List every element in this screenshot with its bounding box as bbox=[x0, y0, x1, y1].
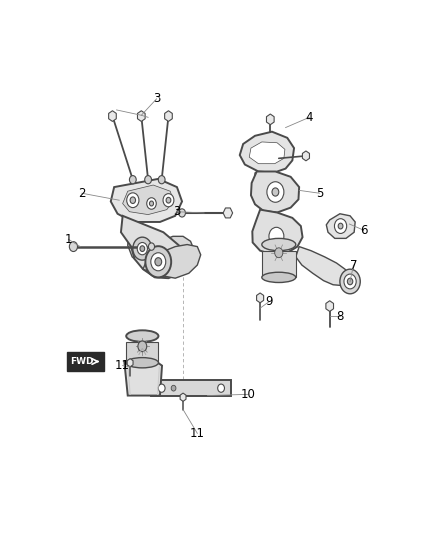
Circle shape bbox=[137, 243, 148, 255]
Polygon shape bbox=[240, 132, 294, 173]
Polygon shape bbox=[326, 214, 355, 238]
Circle shape bbox=[149, 201, 154, 206]
Polygon shape bbox=[326, 301, 333, 311]
Circle shape bbox=[344, 274, 356, 289]
Circle shape bbox=[130, 175, 136, 184]
Circle shape bbox=[269, 227, 284, 245]
Text: 6: 6 bbox=[360, 224, 367, 237]
Polygon shape bbox=[266, 114, 274, 125]
Circle shape bbox=[163, 193, 174, 207]
Polygon shape bbox=[127, 359, 133, 367]
Polygon shape bbox=[302, 151, 310, 161]
Text: 5: 5 bbox=[316, 187, 323, 200]
Circle shape bbox=[272, 188, 279, 196]
Polygon shape bbox=[128, 222, 158, 263]
Circle shape bbox=[335, 219, 346, 233]
Polygon shape bbox=[126, 342, 159, 363]
Polygon shape bbox=[180, 393, 186, 401]
Polygon shape bbox=[251, 172, 299, 213]
Text: 8: 8 bbox=[336, 310, 343, 323]
Ellipse shape bbox=[262, 238, 296, 251]
Circle shape bbox=[218, 384, 225, 392]
Circle shape bbox=[145, 246, 171, 277]
Text: 3: 3 bbox=[153, 92, 160, 106]
Polygon shape bbox=[143, 245, 201, 278]
Text: 11: 11 bbox=[115, 359, 130, 372]
Polygon shape bbox=[123, 185, 173, 215]
Polygon shape bbox=[109, 111, 116, 122]
Text: 11: 11 bbox=[190, 427, 205, 440]
Text: 1: 1 bbox=[64, 233, 72, 246]
Ellipse shape bbox=[126, 330, 159, 342]
Circle shape bbox=[147, 198, 156, 209]
Ellipse shape bbox=[262, 272, 296, 282]
Polygon shape bbox=[262, 251, 296, 277]
Circle shape bbox=[179, 209, 185, 217]
Circle shape bbox=[69, 241, 78, 252]
Polygon shape bbox=[124, 359, 162, 395]
Polygon shape bbox=[296, 247, 350, 286]
Text: 7: 7 bbox=[350, 259, 357, 271]
Text: 3: 3 bbox=[173, 205, 180, 218]
Circle shape bbox=[158, 384, 165, 392]
Polygon shape bbox=[255, 173, 279, 189]
Text: 2: 2 bbox=[78, 187, 86, 200]
Circle shape bbox=[347, 278, 353, 285]
Circle shape bbox=[166, 197, 171, 203]
Circle shape bbox=[275, 248, 283, 257]
Polygon shape bbox=[111, 179, 182, 222]
Polygon shape bbox=[165, 111, 172, 122]
Circle shape bbox=[267, 182, 284, 202]
Polygon shape bbox=[223, 208, 233, 218]
FancyBboxPatch shape bbox=[67, 352, 104, 370]
Polygon shape bbox=[249, 142, 285, 164]
Polygon shape bbox=[152, 380, 231, 397]
Circle shape bbox=[158, 175, 165, 184]
Circle shape bbox=[171, 385, 176, 391]
Polygon shape bbox=[141, 236, 194, 271]
Text: FWD: FWD bbox=[70, 357, 94, 366]
Circle shape bbox=[151, 253, 166, 271]
Circle shape bbox=[340, 269, 360, 294]
Circle shape bbox=[138, 341, 147, 352]
Text: 10: 10 bbox=[241, 388, 256, 401]
Polygon shape bbox=[252, 209, 303, 255]
Circle shape bbox=[338, 223, 343, 229]
Circle shape bbox=[140, 246, 145, 252]
Text: 9: 9 bbox=[265, 295, 272, 309]
Polygon shape bbox=[121, 216, 187, 278]
Text: 4: 4 bbox=[306, 111, 313, 124]
Circle shape bbox=[145, 175, 152, 184]
Circle shape bbox=[133, 237, 152, 260]
Circle shape bbox=[127, 193, 139, 207]
Circle shape bbox=[130, 197, 135, 204]
Ellipse shape bbox=[126, 358, 159, 368]
Circle shape bbox=[148, 243, 155, 251]
Polygon shape bbox=[138, 111, 145, 122]
Polygon shape bbox=[257, 293, 264, 303]
Circle shape bbox=[155, 257, 162, 266]
